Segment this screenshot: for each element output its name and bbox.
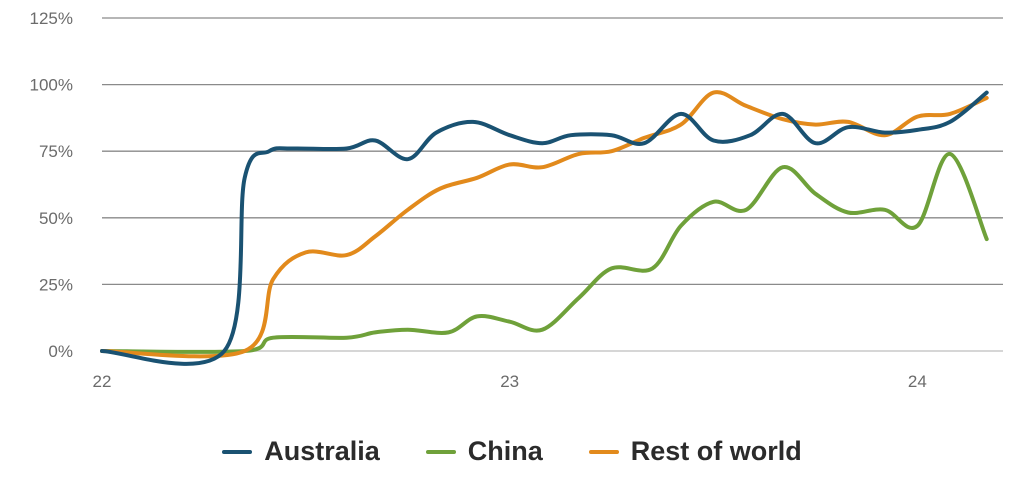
- legend-label-australia: Australia: [264, 436, 380, 466]
- line-chart: 0% 25% 50% 75% 100% 125% 22 23 24: [30, 9, 1003, 391]
- y-tick-label: 75%: [39, 142, 73, 161]
- legend-item-china: China: [425, 436, 543, 467]
- legend-item-rest-of-world: Rest of world: [588, 436, 802, 467]
- legend-swatch-rest-of-world: [588, 449, 619, 454]
- grid-lines: [102, 17, 1003, 352]
- series-line-rest-of-world: [100, 90, 989, 359]
- legend-swatch-australia: [222, 449, 253, 454]
- y-tick-label: 50%: [39, 209, 73, 228]
- series-line-australia: [100, 90, 989, 366]
- legend-label-china: China: [467, 436, 543, 466]
- x-tick-label: 24: [908, 372, 927, 391]
- legend: Australia China Rest of world: [0, 436, 1024, 467]
- series-lines: [100, 90, 989, 366]
- legend-label-rest-of-world: Rest of world: [630, 436, 802, 466]
- x-tick-label: 23: [500, 372, 519, 391]
- y-tick-label: 25%: [39, 275, 73, 294]
- legend-item-australia: Australia: [222, 436, 380, 467]
- y-axis-labels: 0% 25% 50% 75% 100% 125%: [30, 9, 73, 361]
- y-tick-label: 0%: [48, 342, 73, 361]
- x-tick-label: 22: [93, 372, 112, 391]
- y-tick-label: 100%: [30, 76, 73, 95]
- series-line-china: [100, 151, 989, 354]
- legend-swatch-china: [425, 449, 456, 454]
- x-axis-labels: 22 23 24: [93, 372, 927, 391]
- y-tick-label: 125%: [30, 9, 73, 28]
